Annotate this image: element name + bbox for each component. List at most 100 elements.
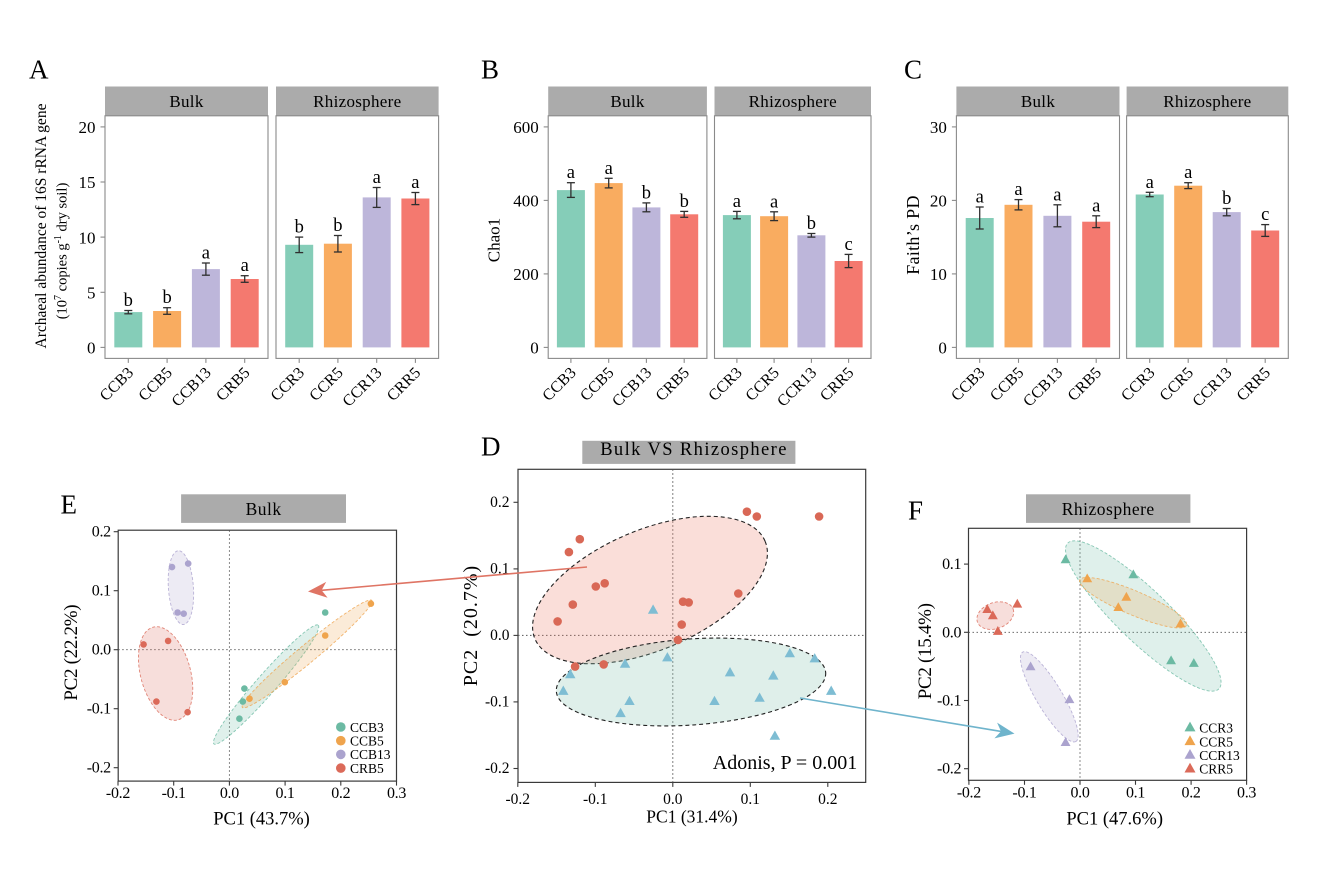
svg-text:0.2: 0.2 <box>92 524 111 541</box>
svg-text:-0.1: -0.1 <box>162 785 186 802</box>
svg-text:Bulk: Bulk <box>246 499 282 519</box>
svg-text:b: b <box>333 216 342 236</box>
svg-text:0: 0 <box>938 339 947 358</box>
svg-text:E: E <box>61 490 78 520</box>
svg-text:a: a <box>1053 185 1061 205</box>
svg-text:10: 10 <box>930 265 947 284</box>
svg-text:Archaeal abundance of 16S rRNA: Archaeal abundance of 16S rRNA gene <box>33 103 50 348</box>
svg-text:-0.2: -0.2 <box>87 760 111 777</box>
svg-text:Rhizosphere: Rhizosphere <box>313 92 401 111</box>
svg-text:0.0: 0.0 <box>92 642 111 659</box>
svg-text:Faith’s PD: Faith’s PD <box>903 195 923 275</box>
svg-text:200: 200 <box>513 265 539 284</box>
svg-text:0.1: 0.1 <box>942 556 961 573</box>
svg-text:c: c <box>1261 205 1269 225</box>
svg-text:Rhizosphere: Rhizosphere <box>749 92 837 111</box>
svg-text:PC2 (15.4%): PC2 (15.4%) <box>915 603 936 699</box>
svg-text:10: 10 <box>79 228 96 247</box>
svg-text:CCB5: CCB5 <box>350 734 384 749</box>
svg-text:-0.2: -0.2 <box>957 784 981 801</box>
svg-text:CRB5: CRB5 <box>350 761 384 776</box>
svg-text:C: C <box>904 55 922 85</box>
svg-text:-0.1: -0.1 <box>485 693 510 710</box>
svg-text:0.1: 0.1 <box>490 560 509 577</box>
svg-text:-0.1: -0.1 <box>583 791 608 808</box>
svg-text:0.0: 0.0 <box>942 624 961 641</box>
svg-text:c: c <box>844 235 852 255</box>
svg-text:Bulk: Bulk <box>1021 92 1055 111</box>
svg-text:a: a <box>733 192 741 212</box>
svg-text:-0.1: -0.1 <box>87 701 111 718</box>
svg-text:-0.2: -0.2 <box>106 785 130 802</box>
svg-text:a: a <box>1092 196 1100 216</box>
svg-text:a: a <box>1014 180 1022 200</box>
svg-text:PC2 (20.7%): PC2 (20.7%) <box>460 565 482 686</box>
svg-text:-0.2: -0.2 <box>937 761 961 778</box>
svg-text:0.2: 0.2 <box>490 494 509 511</box>
svg-text:a: a <box>202 244 210 264</box>
svg-text:-0.1: -0.1 <box>1012 784 1036 801</box>
svg-text:b: b <box>1222 189 1231 209</box>
svg-text:15: 15 <box>79 173 96 192</box>
svg-text:0.2: 0.2 <box>331 785 350 802</box>
svg-text:0.0: 0.0 <box>490 627 510 644</box>
svg-text:600: 600 <box>513 118 539 137</box>
svg-text:0.1: 0.1 <box>92 583 111 600</box>
svg-text:a: a <box>1146 173 1154 193</box>
svg-text:b: b <box>295 218 304 238</box>
svg-text:400: 400 <box>513 192 539 211</box>
svg-text:20: 20 <box>79 118 96 137</box>
svg-text:CCB13: CCB13 <box>350 747 391 762</box>
svg-text:Bulk VS Rhizosphere: Bulk VS Rhizosphere <box>600 440 788 460</box>
svg-text:PC2 (22.2%): PC2 (22.2%) <box>61 605 82 701</box>
svg-text:Chao1: Chao1 <box>485 218 504 262</box>
svg-text:0.2: 0.2 <box>818 791 837 808</box>
svg-text:-0.1: -0.1 <box>937 693 961 710</box>
svg-text:0.3: 0.3 <box>1237 784 1256 801</box>
svg-text:a: a <box>373 168 381 188</box>
svg-text:CCB3: CCB3 <box>350 720 384 735</box>
svg-text:PC1 (31.4%): PC1 (31.4%) <box>646 807 738 827</box>
svg-text:0.1: 0.1 <box>1126 784 1145 801</box>
svg-text:PC1 (47.6%): PC1 (47.6%) <box>1066 810 1163 830</box>
svg-text:0.3: 0.3 <box>387 785 406 802</box>
svg-text:0: 0 <box>87 339 96 358</box>
svg-text:(107 copies g-1 dry soil): (107 copies g-1 dry soil) <box>53 183 71 320</box>
svg-text:a: a <box>770 192 778 212</box>
svg-text:a: a <box>1184 163 1192 183</box>
svg-text:0.0: 0.0 <box>220 785 239 802</box>
svg-text:Rhizosphere: Rhizosphere <box>1163 92 1251 111</box>
svg-text:Rhizosphere: Rhizosphere <box>1062 499 1155 519</box>
svg-text:0.1: 0.1 <box>741 791 760 808</box>
svg-text:Bulk: Bulk <box>610 92 644 111</box>
svg-text:A: A <box>29 55 49 85</box>
svg-text:Bulk: Bulk <box>169 92 203 111</box>
svg-text:F: F <box>908 496 923 526</box>
svg-text:PC1 (43.7%): PC1 (43.7%) <box>213 810 310 830</box>
svg-text:CCR5: CCR5 <box>1199 734 1233 749</box>
svg-text:a: a <box>241 256 249 276</box>
svg-text:a: a <box>605 159 613 179</box>
svg-text:0: 0 <box>530 339 539 358</box>
svg-text:0.0: 0.0 <box>1070 784 1089 801</box>
svg-text:5: 5 <box>87 284 96 303</box>
svg-text:a: a <box>976 188 984 208</box>
svg-text:20: 20 <box>930 192 947 211</box>
svg-text:a: a <box>411 173 419 193</box>
svg-text:Adonis, P = 0.001: Adonis, P = 0.001 <box>713 752 857 774</box>
svg-text:D: D <box>481 432 501 462</box>
svg-text:-0.2: -0.2 <box>506 791 531 808</box>
svg-text:-0.2: -0.2 <box>485 760 510 777</box>
svg-text:0.0: 0.0 <box>663 791 683 808</box>
svg-text:b: b <box>807 214 816 234</box>
svg-text:0.1: 0.1 <box>276 785 295 802</box>
svg-text:b: b <box>642 183 651 203</box>
svg-text:B: B <box>481 55 499 85</box>
svg-text:b: b <box>162 288 171 308</box>
svg-text:30: 30 <box>930 118 947 137</box>
svg-text:b: b <box>124 291 133 311</box>
svg-text:CRR5: CRR5 <box>1199 762 1233 777</box>
svg-text:a: a <box>567 163 575 183</box>
svg-text:CCR13: CCR13 <box>1199 748 1240 763</box>
svg-text:CCR3: CCR3 <box>1199 721 1233 736</box>
